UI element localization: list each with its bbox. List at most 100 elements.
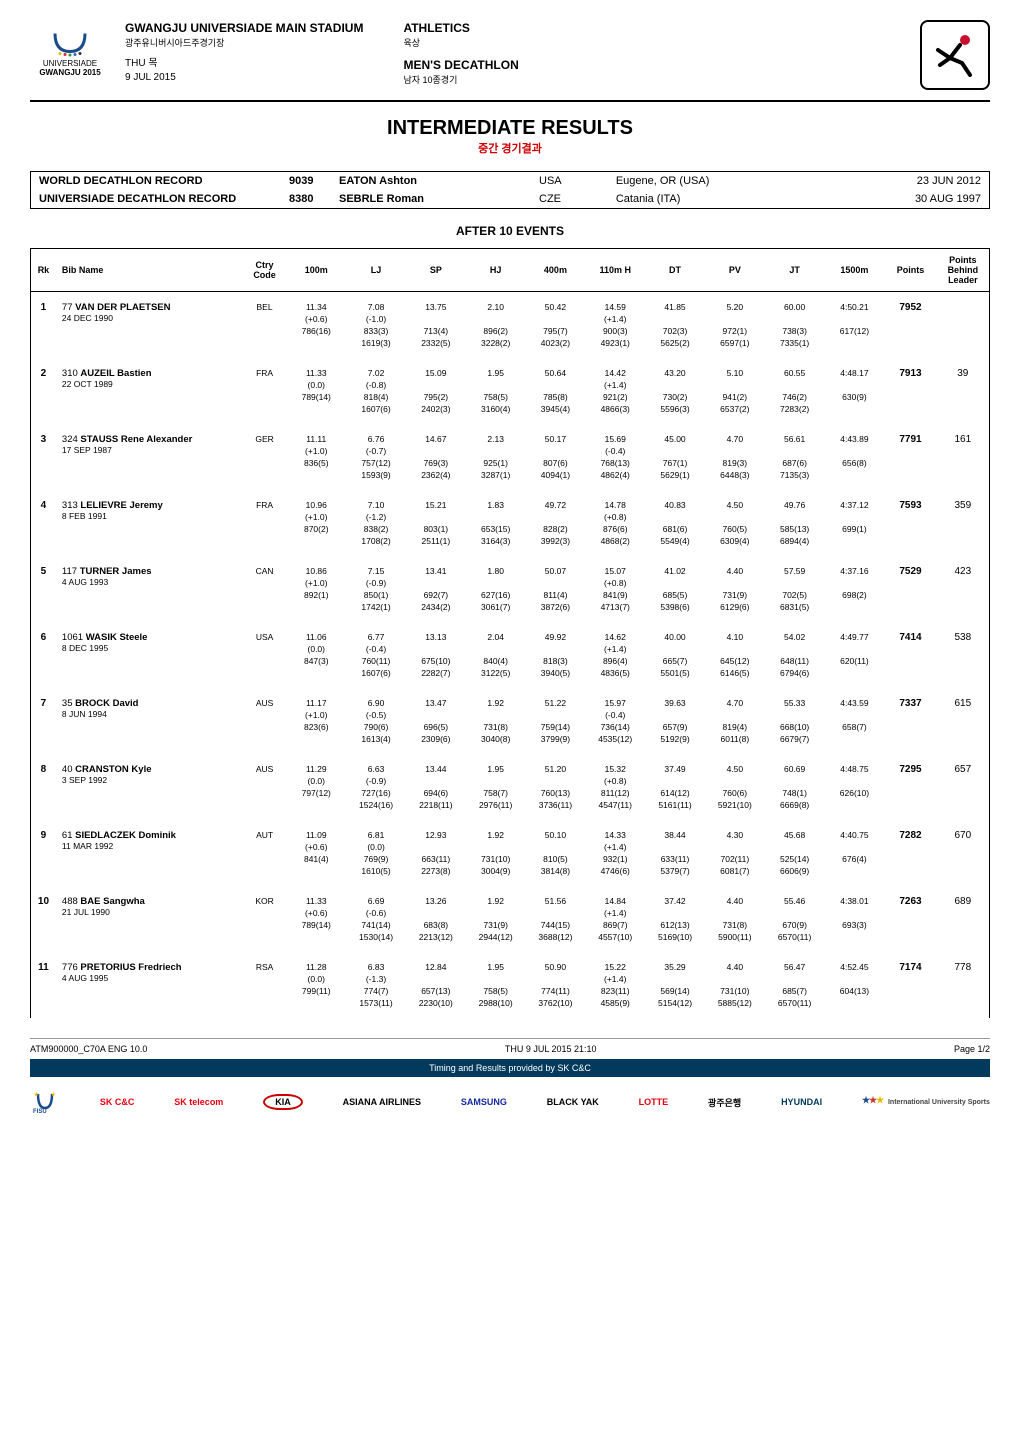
cell-wind [825, 907, 885, 919]
cell-cumulative: 3061(7) [466, 601, 526, 622]
header-venue-block: GWANGJU UNIVERSIADE MAIN STADIUM 광주유니버시아… [125, 20, 363, 85]
cell-mark: 14.59 [585, 292, 645, 314]
cell-wind [765, 907, 825, 919]
cell-cumulative: 4868(2) [585, 535, 645, 556]
cell-mark: 6.81 [346, 820, 406, 841]
cell-rk: 6 [31, 622, 56, 688]
col-rk: Rk [31, 249, 56, 292]
cell-name: 310 AUZEIL Bastien22 OCT 1989 [56, 358, 243, 424]
cell-cumulative: 5154(12) [645, 997, 705, 1018]
cell-mark: 55.46 [765, 886, 825, 907]
cell-evpoints: 921(2) [585, 391, 645, 403]
cell-name: 313 LELIEVRE Jeremy8 FEB 1991 [56, 490, 243, 556]
col-110mh: 110m H [585, 249, 645, 292]
logo-text-2: GWANGJU 2015 [39, 68, 100, 77]
result-row-main: 11776 PRETORIUS Fredriech4 AUG 1995RSA11… [31, 952, 989, 973]
cell-mark: 51.56 [526, 886, 586, 907]
cell-evpoints: 626(10) [825, 787, 885, 799]
cell-rk: 5 [31, 556, 56, 622]
cell-rk: 9 [31, 820, 56, 886]
cell-wind: (-0.4) [346, 643, 406, 655]
cell-mark: 1.95 [466, 358, 526, 379]
col-ctry: Ctry Code [243, 249, 287, 292]
date: 9 JUL 2015 [125, 71, 363, 85]
cell-evpoints: 685(5) [645, 589, 705, 601]
cell-wind [406, 841, 466, 853]
cell-points: 7414 [884, 622, 936, 688]
cell-behind: 778 [937, 952, 989, 1018]
cell-evpoints: 746(2) [765, 391, 825, 403]
cell-evpoints: 769(3) [406, 457, 466, 469]
cell-wind [705, 577, 765, 589]
result-row-main: 961 SIEDLACZEK Dominik11 MAR 1992AUT11.0… [31, 820, 989, 841]
cell-cumulative: 1530(14) [346, 931, 406, 952]
cell-mark: 35.29 [645, 952, 705, 973]
cell-cumulative: 3164(3) [466, 535, 526, 556]
result-row-main: 61061 WASIK Steele8 DEC 1995USA11.066.77… [31, 622, 989, 643]
page-header: UNIVERSIADE GWANGJU 2015 GWANGJU UNIVERS… [30, 20, 990, 102]
svg-text:★: ★ [34, 1092, 39, 1098]
main-title-block: INTERMEDIATE RESULTS 중간 경기결과 [30, 117, 990, 156]
cell-mark: 11.29 [286, 754, 346, 775]
cell-cumulative: 2976(11) [466, 799, 526, 820]
sponsor-univsports: ★★★ International University Sports [862, 1093, 990, 1111]
sponsor-sk-cc: SK C&C [100, 1097, 135, 1107]
cell-mark: 15.97 [585, 688, 645, 709]
cell-cumulative: 5596(3) [645, 403, 705, 424]
cell-cumulative: 2213(12) [406, 931, 466, 952]
cell-wind [645, 643, 705, 655]
cell-evpoints: 786(16) [286, 325, 346, 337]
cell-mark: 11.11 [286, 424, 346, 445]
cell-wind [825, 577, 885, 589]
cell-mark: 37.42 [645, 886, 705, 907]
col-hj: HJ [466, 249, 526, 292]
cell-cumulative: 2282(7) [406, 667, 466, 688]
cell-evpoints: 789(14) [286, 391, 346, 403]
cell-cumulative: 6679(7) [765, 733, 825, 754]
cell-cumulative: 6669(8) [765, 799, 825, 820]
cell-evpoints: 807(6) [526, 457, 586, 469]
cell-mark: 2.10 [466, 292, 526, 314]
cell-mark: 15.22 [585, 952, 645, 973]
cell-rk: 4 [31, 490, 56, 556]
cell-evpoints: 645(12) [705, 655, 765, 667]
cell-evpoints: 727(16) [346, 787, 406, 799]
cell-cumulative: 6537(2) [705, 403, 765, 424]
cell-rk: 1 [31, 292, 56, 359]
cell-wind [466, 907, 526, 919]
cell-mark: 11.06 [286, 622, 346, 643]
cell-wind [645, 775, 705, 787]
cell-mark: 56.47 [765, 952, 825, 973]
cell-evpoints: 633(11) [645, 853, 705, 865]
cell-mark: 39.63 [645, 688, 705, 709]
cell-behind: 670 [937, 820, 989, 886]
cell-evpoints: 658(7) [825, 721, 885, 733]
cell-mark: 4:37.16 [825, 556, 885, 577]
cell-cumulative [825, 601, 885, 622]
cell-cumulative: 1607(6) [346, 667, 406, 688]
cell-evpoints: 620(11) [825, 655, 885, 667]
cell-cumulative: 4862(4) [585, 469, 645, 490]
cell-mark: 6.63 [346, 754, 406, 775]
cell-wind [406, 643, 466, 655]
cell-cumulative: 3814(8) [526, 865, 586, 886]
cell-cumulative: 2988(10) [466, 997, 526, 1018]
cell-mark: 6.77 [346, 622, 406, 643]
cell-wind: (+1.0) [286, 709, 346, 721]
stadium-kr: 광주유니버시아드주경기장 [125, 37, 363, 50]
cell-wind [406, 973, 466, 985]
cell-cumulative: 3287(1) [466, 469, 526, 490]
cell-wind: (+0.6) [286, 841, 346, 853]
cell-mark: 40.83 [645, 490, 705, 511]
cell-evpoints: 760(6) [705, 787, 765, 799]
cell-wind [526, 379, 586, 391]
cell-mark: 14.33 [585, 820, 645, 841]
result-row-main: 2310 AUZEIL Bastien22 OCT 1989FRA11.337.… [31, 358, 989, 379]
cell-wind [765, 841, 825, 853]
cell-wind [406, 445, 466, 457]
cell-mark: 4.50 [705, 754, 765, 775]
cell-evpoints: 731(8) [466, 721, 526, 733]
cell-wind [645, 907, 705, 919]
cell-cumulative: 2230(10) [406, 997, 466, 1018]
cell-wind [526, 775, 586, 787]
